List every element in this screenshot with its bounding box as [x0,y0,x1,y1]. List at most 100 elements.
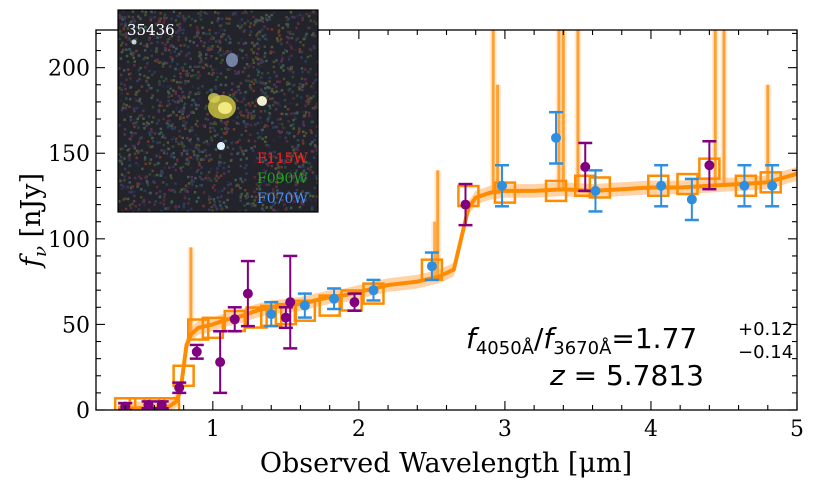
inset-noise-pixel [148,162,151,165]
inset-noise-pixel [310,120,314,124]
inset-noise-pixel [170,124,173,128]
inset-noise-pixel [176,23,179,27]
blue-photometry-point [767,180,778,191]
inset-noise-pixel [201,26,204,29]
inset-noise-pixel [150,17,153,20]
inset-noise-pixel [244,103,248,107]
inset-noise-pixel [194,154,197,157]
inset-noise-pixel [190,207,193,211]
inset-noise-pixel [141,200,145,204]
inset-noise-pixel [207,45,211,48]
inset-noise-pixel [198,91,201,94]
inset-noise-pixel [278,190,282,194]
inset-noise-pixel [213,129,216,132]
inset-noise-pixel [253,145,256,148]
inset-noise-pixel [285,140,289,143]
inset-noise-pixel [186,189,189,193]
inset-noise-pixel [124,35,128,39]
inset-noise-pixel [203,41,206,45]
inset-noise-pixel [206,179,209,183]
x-tick-label: 1 [206,417,220,442]
inset-noise-pixel [255,99,258,103]
inset-noise-pixel [235,99,239,102]
inset-noise-pixel [264,140,267,143]
inset-noise-pixel [232,12,235,15]
inset-noise-pixel [250,146,253,150]
inset-noise-pixel [293,151,296,154]
inset-noise-pixel [290,65,293,69]
inset-noise-pixel [121,18,124,21]
inset-noise-pixel [236,152,239,155]
model-photometry-box [676,172,699,196]
inset-noise-pixel [246,56,249,60]
inset-noise-pixel [225,206,228,209]
inset-noise-pixel [312,20,316,23]
inset-noise-pixel [293,115,296,118]
inset-noise-pixel [306,167,310,170]
inset-noise-pixel [259,116,262,119]
inset-noise-pixel [260,121,263,124]
inset-noise-pixel [182,205,185,209]
inset-noise-pixel [132,19,136,22]
inset-noise-pixel [123,83,126,87]
inset-noise-pixel [150,41,153,45]
redshift-value: = 5.7813 [565,359,704,392]
inset-noise-pixel [301,172,304,175]
inset-noise-pixel [205,174,209,177]
inset-noise-pixel [227,22,231,25]
inset-noise-pixel [298,13,302,17]
inset-noise-pixel [194,133,198,137]
inset-noise-pixel [276,189,279,192]
inset-noise-pixel [293,112,296,115]
inset-noise-pixel [286,25,290,28]
inset-noise-pixel [195,170,198,174]
inset-noise-pixel [159,17,162,20]
inset-noise-pixel [295,94,299,97]
inset-noise-pixel [126,185,130,189]
inset-noise-pixel [189,138,192,141]
inset-noise-pixel [198,65,201,68]
inset-noise-pixel [174,168,177,172]
inset-noise-pixel [264,169,268,173]
inset-noise-pixel [248,25,252,28]
inset-noise-pixel [241,180,244,184]
inset-noise-pixel [214,11,217,14]
redshift-symbol: z [549,359,566,392]
inset-noise-pixel [165,162,169,165]
inset-noise-pixel [247,102,250,105]
inset-noise-pixel [307,71,310,74]
inset-noise-pixel [265,59,268,63]
inset-noise-pixel [154,22,158,26]
inset-noise-pixel [174,90,178,93]
inset-noise-pixel [220,205,223,209]
inset-noise-pixel [277,166,280,169]
inset-noise-pixel [148,173,152,176]
inset-noise-pixel [145,151,149,154]
inset-noise-pixel [238,138,241,142]
inset-noise-pixel [180,153,184,157]
inset-noise-pixel [315,73,318,76]
inset-filter-label: F070W [257,191,308,207]
inset-noise-pixel [192,111,195,114]
inset-noise-pixel [248,33,252,37]
inset-noise-pixel [123,197,127,200]
inset-noise-pixel [260,72,264,75]
blue-photometry-point [426,261,437,272]
inset-noise-pixel [235,121,239,125]
inset-noise-pixel [175,47,178,50]
inset-noise-pixel [227,181,230,184]
inset-noise-pixel [206,65,209,68]
inset-noise-pixel [123,157,126,160]
inset-noise-pixel [282,51,285,55]
inset-noise-pixel [248,85,252,88]
inset-noise-pixel [197,104,200,107]
inset-noise-pixel [159,201,162,205]
inset-noise-pixel [233,97,237,100]
inset-noise-pixel [139,177,143,180]
inset-noise-pixel [185,70,188,73]
inset-noise-pixel [242,120,246,123]
inset-noise-pixel [302,43,305,47]
inset-object-id: 35436 [127,21,175,39]
inset-noise-pixel [178,99,181,103]
inset-noise-pixel [136,151,140,154]
